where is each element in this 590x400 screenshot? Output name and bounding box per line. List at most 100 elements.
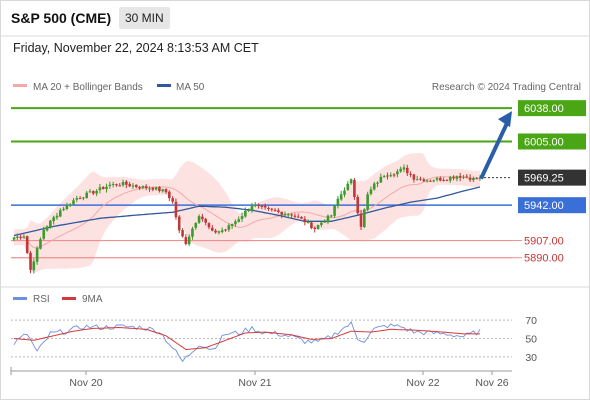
candle [72,198,75,206]
candle-body [303,218,307,223]
interval-button[interactable]: 30 MIN [119,7,170,29]
candle-body [379,176,383,183]
candle [379,173,383,183]
candle-body [32,261,36,271]
candle [263,203,267,210]
candle-body [382,176,386,178]
candle-body [115,184,118,186]
candle [366,191,369,212]
candle-body [168,191,171,199]
candle [164,188,168,194]
candle-body [224,229,227,231]
candle [290,213,293,219]
candle-body [217,231,221,233]
candle-body [191,228,194,237]
candle [306,219,310,224]
candle [333,205,336,219]
candle-body [429,180,432,182]
candle [240,212,244,222]
candle [194,222,198,230]
candle-body [151,187,155,190]
candle-body [39,239,42,249]
candle [214,228,217,234]
ma9-legend-swatch [62,297,76,300]
level-label-5890.00: 5890.00 [524,253,564,265]
candle-body [267,207,270,209]
candlesticks [12,164,482,274]
candle-body [121,181,125,186]
candle-body [210,227,214,231]
candle [88,188,92,193]
candle-body [425,180,429,182]
candle-body [452,176,455,179]
candle-body [174,201,178,218]
candle-body [257,204,260,206]
candle [204,217,207,226]
candle [429,179,432,182]
candle-body [448,176,452,181]
candle [220,227,224,234]
candle-body [197,216,201,223]
candle [376,181,379,188]
candle [372,181,376,191]
candle-body [336,198,340,206]
rsi-legend-label: RSI [33,294,50,305]
candle-body [98,187,102,191]
candle-body [244,210,247,217]
candle-body [349,179,353,184]
candle-body [128,184,131,187]
candle [138,185,141,190]
candle [267,206,270,211]
candle-body [455,176,459,179]
candle-body [105,186,108,190]
candle [118,182,122,187]
candle [452,175,455,181]
candle-body [82,197,85,199]
candle [187,234,191,247]
candle-body [220,230,224,232]
candle [52,215,55,225]
candle [402,164,406,173]
candle-body [138,186,141,189]
candle-body [439,177,442,181]
candle [210,224,214,232]
candle-body [125,181,128,185]
candle [131,183,135,189]
candle [300,216,303,220]
timestamp: Friday, November 22, 2024 8:13:53 AM CET [13,41,259,55]
candle-body [58,210,62,217]
candle-body [108,184,112,186]
candle-body [287,214,290,216]
candle-body [161,189,165,192]
candle-body [92,191,95,194]
candle [415,175,419,181]
candle-body [273,209,277,211]
candle-body [359,213,363,227]
candle-body [194,223,198,228]
candle-body [247,209,250,211]
candle [349,178,353,185]
candle [128,181,131,188]
moving-averages [13,176,481,249]
candle [409,171,412,178]
candle-body [326,215,330,223]
candle [177,215,181,234]
candle [207,222,211,230]
candle [49,219,52,229]
forecast-arrow-shaft [479,120,510,180]
rsi-pane: 70 50 30 [11,315,537,364]
candle-body [55,215,59,218]
candle [151,186,155,192]
candle [42,226,46,241]
chart-title: S&P 500 (CME) [11,10,112,26]
candle-body [95,190,98,194]
candle [98,183,102,194]
candle-body [187,236,191,245]
candle [115,183,118,187]
candle [296,213,300,218]
candle [260,204,264,210]
candle [25,235,29,254]
candle-body [432,180,436,182]
candle-body [475,177,478,179]
